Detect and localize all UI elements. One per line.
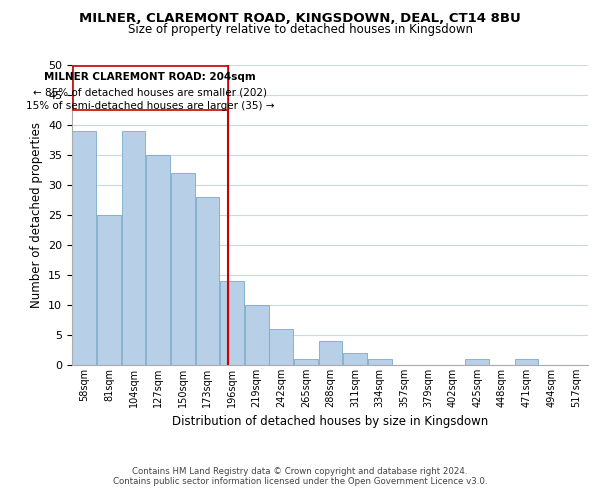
Y-axis label: Number of detached properties: Number of detached properties [29, 122, 43, 308]
Bar [97, 215, 121, 365]
Bar [171, 173, 194, 365]
Bar [122, 131, 145, 365]
X-axis label: Distribution of detached houses by size in Kingsdown: Distribution of detached houses by size … [172, 416, 488, 428]
Text: MILNER CLAREMONT ROAD: 204sqm: MILNER CLAREMONT ROAD: 204sqm [44, 72, 256, 82]
Bar [294, 359, 318, 365]
Bar [368, 359, 392, 365]
Bar [73, 131, 96, 365]
Text: 15% of semi-detached houses are larger (35) →: 15% of semi-detached houses are larger (… [26, 101, 274, 111]
Bar [515, 359, 538, 365]
Text: MILNER, CLAREMONT ROAD, KINGSDOWN, DEAL, CT14 8BU: MILNER, CLAREMONT ROAD, KINGSDOWN, DEAL,… [79, 12, 521, 26]
Text: Contains HM Land Registry data © Crown copyright and database right 2024.: Contains HM Land Registry data © Crown c… [132, 467, 468, 476]
Bar [319, 341, 343, 365]
Bar [146, 155, 170, 365]
Text: Contains public sector information licensed under the Open Government Licence v3: Contains public sector information licen… [113, 477, 487, 486]
Bar [343, 353, 367, 365]
Text: Size of property relative to detached houses in Kingsdown: Size of property relative to detached ho… [128, 22, 473, 36]
Bar [466, 359, 489, 365]
Bar [73, 66, 228, 110]
Bar [269, 329, 293, 365]
Bar [245, 305, 269, 365]
Bar [196, 197, 220, 365]
Text: ← 85% of detached houses are smaller (202): ← 85% of detached houses are smaller (20… [33, 87, 267, 97]
Bar [220, 281, 244, 365]
